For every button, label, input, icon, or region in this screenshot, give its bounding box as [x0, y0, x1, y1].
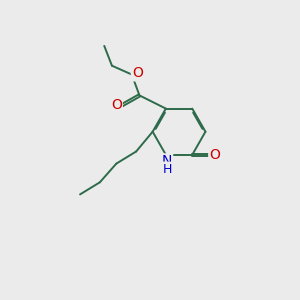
Text: N: N: [162, 154, 172, 168]
Text: H: H: [162, 163, 172, 176]
Text: O: O: [209, 148, 220, 162]
Text: O: O: [111, 98, 122, 112]
Text: O: O: [132, 66, 143, 80]
